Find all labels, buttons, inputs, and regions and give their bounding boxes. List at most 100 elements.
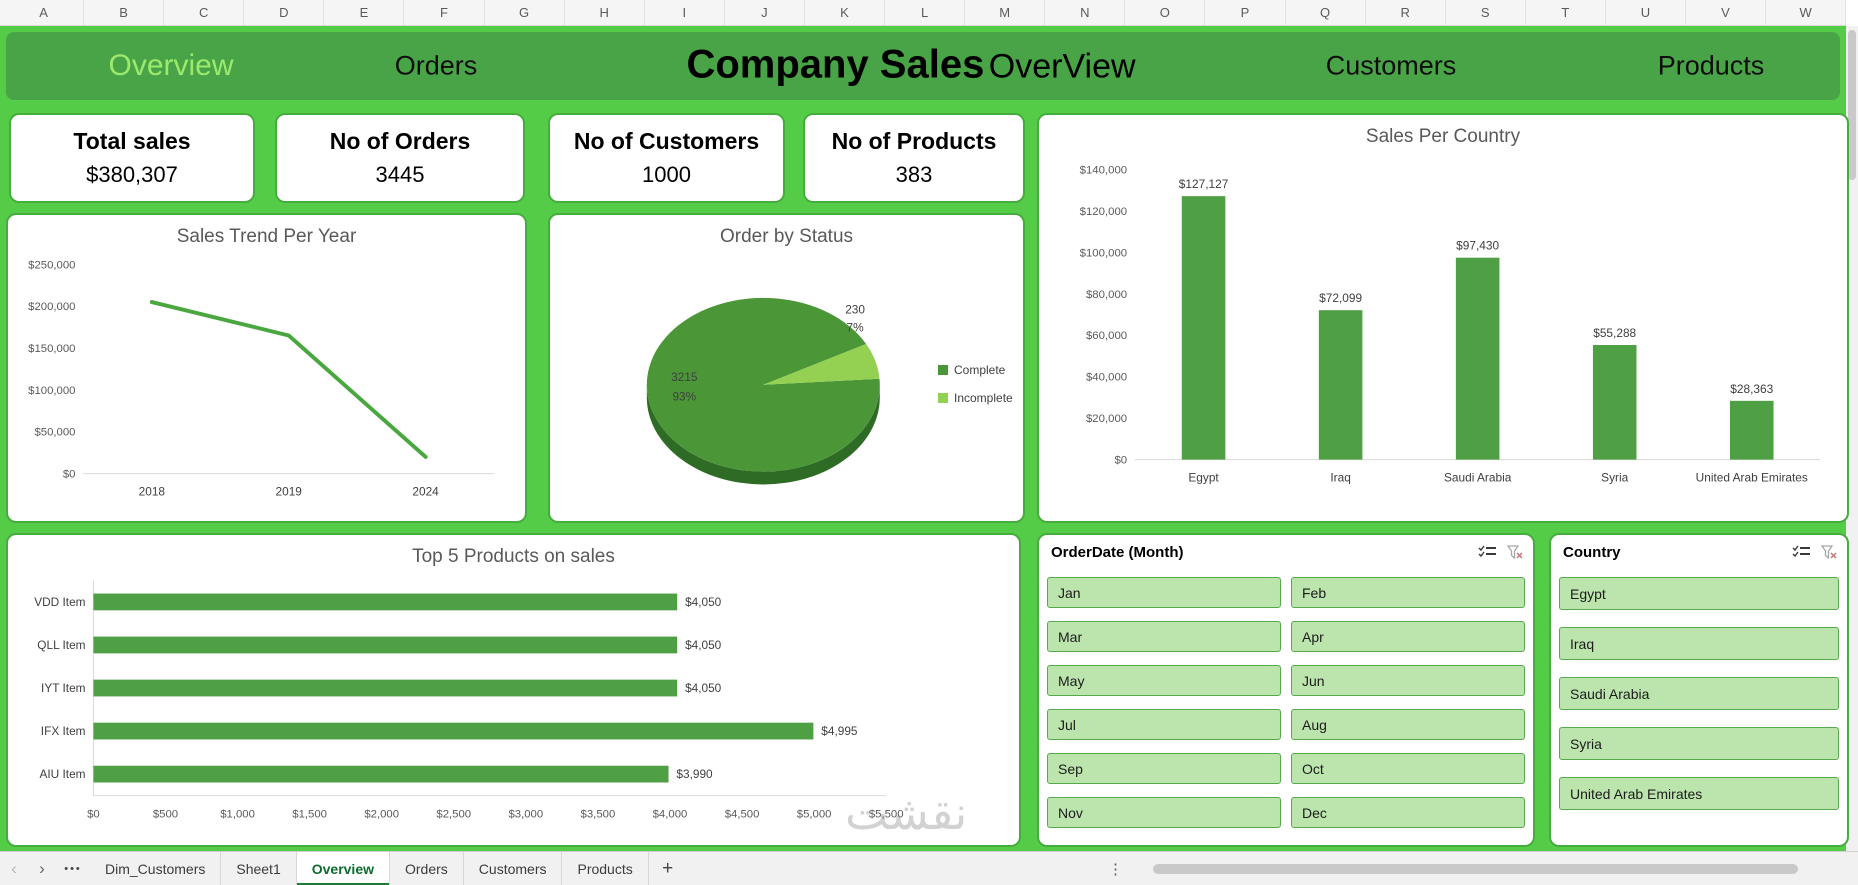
slicer-item-sep[interactable]: Sep (1047, 753, 1281, 784)
column-header-I[interactable]: I (645, 0, 725, 25)
column-header-V[interactable]: V (1686, 0, 1767, 25)
svg-text:$0: $0 (63, 469, 76, 481)
svg-text:93%: 93% (672, 390, 696, 404)
slicer-item-iraq[interactable]: Iraq (1559, 627, 1839, 660)
sheet-overflow-dots[interactable]: ••• (64, 862, 82, 875)
kpi-value: $380,307 (86, 162, 178, 187)
column-header-M[interactable]: M (965, 0, 1046, 25)
column-header-T[interactable]: T (1526, 0, 1606, 25)
svg-text:$100,000: $100,000 (1080, 247, 1127, 259)
slicer-item-apr[interactable]: Apr (1291, 621, 1525, 652)
svg-text:IFX Item: IFX Item (41, 724, 86, 738)
slicer-item-jan[interactable]: Jan (1047, 577, 1281, 608)
svg-text:$4,000: $4,000 (653, 808, 688, 820)
column-header-L[interactable]: L (885, 0, 966, 25)
clear-filter-icon[interactable] (1507, 545, 1523, 560)
add-sheet-button[interactable]: + (662, 857, 674, 879)
panel-order-by-status: 3215 93% 230 7% Order by Status Complete Inc… (548, 213, 1025, 523)
slicer-item-jul[interactable]: Jul (1047, 709, 1281, 740)
sales-trend-line (149, 300, 428, 459)
panel-sales-per-country: $0 $20,000 $40,000 $60,000 $80,000 $100,000 $1… (1037, 113, 1849, 523)
slicer-item-saudi-arabia[interactable]: Saudi Arabia (1559, 677, 1839, 710)
svg-text:$60,000: $60,000 (1086, 330, 1127, 342)
column-header-E[interactable]: E (324, 0, 405, 25)
column-header-W[interactable]: W (1766, 0, 1847, 25)
svg-text:$5,000: $5,000 (797, 808, 832, 820)
svg-text:$50,000: $50,000 (34, 427, 75, 439)
column-header-S[interactable]: S (1446, 0, 1526, 25)
dashboard-title-light: OverView (988, 47, 1136, 86)
slicer-item-jun[interactable]: Jun (1291, 665, 1525, 696)
sheet-nav-left-icon[interactable]: ‹ (11, 858, 17, 878)
svg-text:$72,099: $72,099 (1319, 291, 1362, 305)
column-header-G[interactable]: G (485, 0, 565, 25)
svg-text:$4,995: $4,995 (821, 724, 858, 738)
svg-text:$127,127: $127,127 (1179, 177, 1229, 191)
slicer-item-aug[interactable]: Aug (1291, 709, 1525, 740)
slicer-item-united-arab-emirates[interactable]: United Arab Emirates (1559, 777, 1839, 810)
sheet-tab-dim_customers[interactable]: Dim_Customers (90, 852, 222, 885)
kpi-no-of-customers: No of Customers 1000 (548, 113, 785, 203)
clear-filter-icon[interactable] (1821, 545, 1837, 560)
column-header-A[interactable]: A (4, 0, 85, 25)
kpi-value: 1000 (642, 162, 691, 187)
sheet-tab-sheet1[interactable]: Sheet1 (221, 852, 297, 885)
slicer-item-nov[interactable]: Nov (1047, 797, 1281, 828)
column-header-D[interactable]: D (244, 0, 325, 25)
slicer-title: OrderDate (Month) (1051, 544, 1184, 561)
svg-text:2019: 2019 (276, 484, 303, 498)
sales-per-country-chart: $0 $20,000 $40,000 $60,000 $80,000 $100,000 $1… (1080, 164, 1821, 484)
kpi-value: 383 (895, 162, 933, 187)
svg-text:$4,050: $4,050 (685, 595, 722, 609)
sheet-tab-overview[interactable]: Overview (296, 852, 390, 885)
horizontal-scrollbar[interactable] (1135, 863, 1844, 875)
slicer-item-dec[interactable]: Dec (1291, 797, 1525, 828)
svg-text:$3,500: $3,500 (581, 808, 616, 820)
column-header-O[interactable]: O (1125, 0, 1206, 25)
slicer-item-mar[interactable]: Mar (1047, 621, 1281, 652)
column-header-U[interactable]: U (1606, 0, 1686, 25)
svg-text:$3,000: $3,000 (508, 808, 543, 820)
slicer-item-syria[interactable]: Syria (1559, 727, 1839, 760)
column-header-B[interactable]: B (84, 0, 165, 25)
svg-text:$0: $0 (87, 808, 100, 820)
column-header-K[interactable]: K (805, 0, 886, 25)
multi-select-icon[interactable] (1478, 545, 1497, 560)
kpi-no-of-orders: No of Orders 3445 (275, 113, 525, 203)
sheet-tab-products[interactable]: Products (562, 852, 649, 885)
svg-text:QLL Item: QLL Item (37, 638, 85, 652)
sheet-tab-orders[interactable]: Orders (390, 852, 464, 885)
svg-text:Syria: Syria (1601, 470, 1628, 484)
column-header-F[interactable]: F (404, 0, 485, 25)
multi-select-icon[interactable] (1792, 545, 1811, 560)
slicer-item-feb[interactable]: Feb (1291, 577, 1525, 608)
horizontal-scrollbar-thumb[interactable] (1153, 864, 1798, 874)
slicer-item-may[interactable]: May (1047, 665, 1281, 696)
tab-scroll-splitter[interactable]: ⋮ (1108, 861, 1123, 878)
column-header-R[interactable]: R (1366, 0, 1446, 25)
nav-products[interactable]: Products (1657, 50, 1765, 81)
slicer-item-oct[interactable]: Oct (1291, 753, 1525, 784)
nav-overview[interactable]: Overview (108, 49, 234, 82)
nav-orders[interactable]: Orders (394, 50, 478, 81)
column-header-H[interactable]: H (565, 0, 645, 25)
column-header-N[interactable]: N (1045, 0, 1126, 25)
svg-text:2018: 2018 (139, 484, 166, 498)
svg-text:$97,430: $97,430 (1456, 239, 1499, 253)
chart-title: Order by Status (719, 226, 854, 247)
column-header-P[interactable]: P (1205, 0, 1286, 25)
svg-text:$40,000: $40,000 (1086, 372, 1127, 384)
nav-customers[interactable]: Customers (1325, 50, 1457, 81)
svg-text:United Arab Emirates: United Arab Emirates (1696, 470, 1808, 484)
sheet-nav-right-icon[interactable]: › (39, 858, 45, 878)
column-header-J[interactable]: J (725, 0, 805, 25)
svg-text:$2,500: $2,500 (436, 808, 471, 820)
column-header-C[interactable]: C (164, 0, 245, 25)
column-header-Q[interactable]: Q (1286, 0, 1366, 25)
pie-slice-complete (646, 297, 880, 472)
sheet-tab-customers[interactable]: Customers (464, 852, 563, 885)
vertical-scrollbar-thumb[interactable] (1848, 30, 1856, 180)
slicer-item-egypt[interactable]: Egypt (1559, 577, 1839, 610)
svg-text:$4,050: $4,050 (685, 638, 722, 652)
